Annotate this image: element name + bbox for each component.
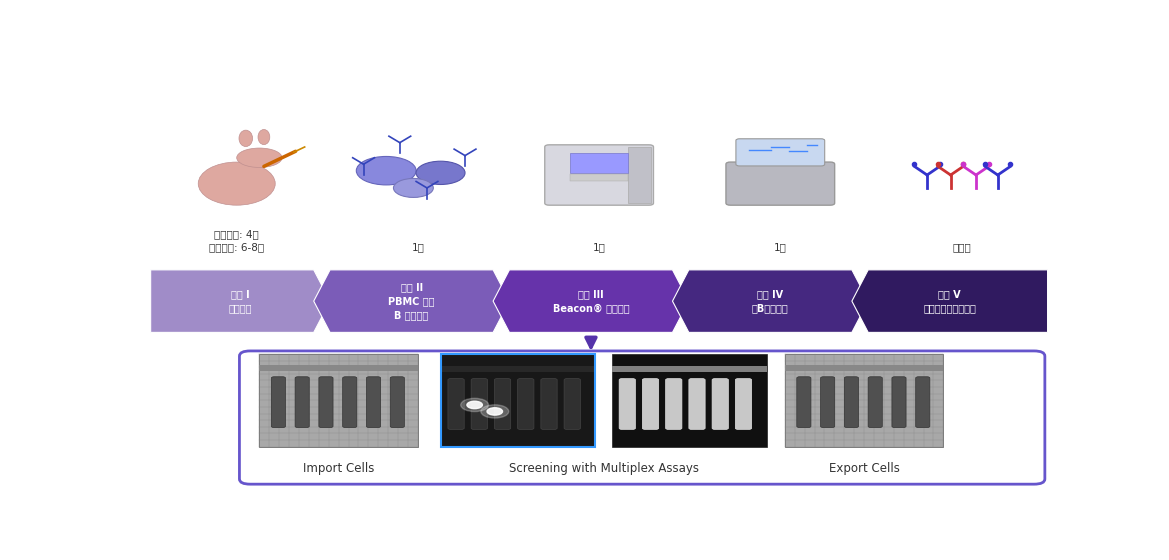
FancyBboxPatch shape xyxy=(366,377,381,427)
FancyBboxPatch shape xyxy=(471,379,487,430)
FancyBboxPatch shape xyxy=(797,377,811,427)
Circle shape xyxy=(466,402,483,409)
Polygon shape xyxy=(151,270,330,333)
Text: 1周: 1周 xyxy=(411,242,424,253)
Circle shape xyxy=(480,405,509,418)
Bar xyxy=(260,365,419,371)
Bar xyxy=(611,354,767,447)
FancyBboxPatch shape xyxy=(665,379,682,430)
Polygon shape xyxy=(313,270,510,333)
FancyBboxPatch shape xyxy=(869,377,883,427)
FancyBboxPatch shape xyxy=(545,145,653,205)
FancyBboxPatch shape xyxy=(343,377,357,427)
FancyBboxPatch shape xyxy=(240,351,1045,484)
Circle shape xyxy=(416,161,465,184)
Text: 1周: 1周 xyxy=(774,242,787,253)
Text: 阶段 I
动物免疫: 阶段 I 动物免疫 xyxy=(229,289,253,313)
Text: Import Cells: Import Cells xyxy=(303,461,374,475)
Text: Screening with Multiplex Assays: Screening with Multiplex Assays xyxy=(509,461,699,475)
Text: 阶段 III
Beacon® 仪器分选: 阶段 III Beacon® 仪器分选 xyxy=(553,289,629,313)
FancyBboxPatch shape xyxy=(915,377,929,427)
Bar xyxy=(628,147,651,203)
Bar xyxy=(570,174,628,181)
FancyBboxPatch shape xyxy=(565,379,580,430)
FancyBboxPatch shape xyxy=(319,377,333,427)
FancyBboxPatch shape xyxy=(689,379,705,430)
Polygon shape xyxy=(493,270,689,333)
Bar xyxy=(570,153,628,173)
FancyBboxPatch shape xyxy=(620,379,636,430)
FancyBboxPatch shape xyxy=(844,377,858,427)
FancyBboxPatch shape xyxy=(448,379,464,430)
FancyBboxPatch shape xyxy=(821,377,835,427)
Bar xyxy=(441,354,595,447)
Text: 阶段 II
PBMC 分离
B 细胞扩增: 阶段 II PBMC 分离 B 细胞扩增 xyxy=(388,282,435,320)
FancyBboxPatch shape xyxy=(643,379,658,430)
Polygon shape xyxy=(852,270,1047,333)
Text: 阶段 IV
单B细胞测序: 阶段 IV 单B细胞测序 xyxy=(752,289,789,313)
Ellipse shape xyxy=(258,129,270,144)
FancyBboxPatch shape xyxy=(726,162,835,205)
Ellipse shape xyxy=(236,148,282,167)
FancyBboxPatch shape xyxy=(271,377,285,427)
Bar xyxy=(784,354,943,447)
Bar xyxy=(784,365,943,371)
FancyBboxPatch shape xyxy=(390,377,404,427)
FancyBboxPatch shape xyxy=(892,377,906,427)
Ellipse shape xyxy=(238,130,253,147)
Text: 1天: 1天 xyxy=(593,242,606,253)
FancyBboxPatch shape xyxy=(541,379,558,430)
Ellipse shape xyxy=(199,162,275,205)
Bar xyxy=(441,354,595,447)
FancyBboxPatch shape xyxy=(494,379,511,430)
Polygon shape xyxy=(672,270,869,333)
Bar xyxy=(441,366,595,372)
FancyBboxPatch shape xyxy=(735,379,752,430)
FancyBboxPatch shape xyxy=(295,377,310,427)
FancyBboxPatch shape xyxy=(712,379,728,430)
Text: 快速免疫: 4周
传统免疫: 6-8周: 快速免疫: 4周 传统免疫: 6-8周 xyxy=(209,230,264,253)
Text: 约四天: 约四天 xyxy=(952,242,971,253)
Circle shape xyxy=(394,179,434,198)
Circle shape xyxy=(461,398,489,412)
Text: Export Cells: Export Cells xyxy=(829,461,900,475)
Text: 阶段 V
小规模阳性克隆表达: 阶段 V 小规模阳性克隆表达 xyxy=(924,289,976,313)
FancyBboxPatch shape xyxy=(518,379,534,430)
FancyBboxPatch shape xyxy=(736,139,824,166)
Bar xyxy=(611,366,767,372)
Bar xyxy=(260,354,419,447)
Circle shape xyxy=(487,408,503,415)
Circle shape xyxy=(357,156,416,185)
